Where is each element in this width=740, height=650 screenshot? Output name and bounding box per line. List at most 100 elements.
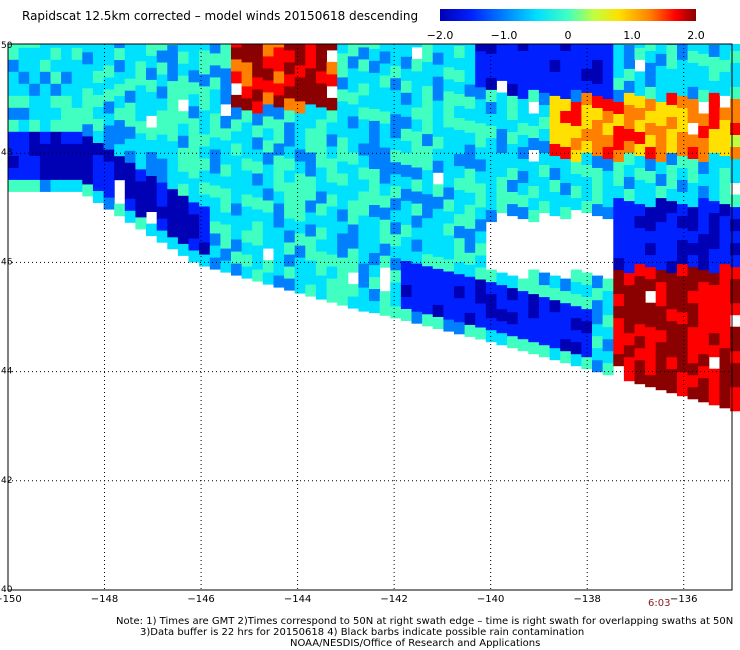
swath-cell bbox=[719, 311, 731, 325]
swath-cell bbox=[719, 143, 731, 156]
swath-cell bbox=[92, 178, 104, 191]
swath-cell bbox=[135, 168, 147, 182]
lon-tick-label: −144 bbox=[284, 594, 311, 605]
swath-cell bbox=[146, 151, 158, 164]
swath-cell bbox=[135, 72, 147, 86]
swath-cell bbox=[496, 308, 508, 322]
swath-cell bbox=[252, 185, 264, 198]
swath-cell bbox=[464, 204, 476, 217]
swath-cell bbox=[698, 329, 710, 343]
swath-cell bbox=[719, 119, 731, 132]
swath-cell bbox=[252, 233, 264, 246]
swath-cell bbox=[507, 131, 519, 144]
swath-cell bbox=[708, 368, 720, 382]
swath-cell bbox=[146, 44, 158, 56]
swath-cell bbox=[634, 323, 646, 337]
swath-cell bbox=[528, 77, 540, 90]
swath-cell bbox=[369, 156, 381, 169]
swath-cell bbox=[294, 269, 306, 282]
swath-cell bbox=[730, 158, 740, 171]
swath-cell bbox=[613, 353, 625, 367]
swath-cell bbox=[623, 68, 635, 81]
swath-cell bbox=[708, 224, 720, 238]
swath-cell bbox=[315, 239, 327, 252]
swath-cell bbox=[475, 315, 487, 328]
swath-cell bbox=[560, 302, 572, 316]
swath-cell bbox=[337, 112, 349, 126]
swath-cell bbox=[645, 254, 657, 268]
swath-cell bbox=[613, 221, 625, 235]
swath-cell bbox=[135, 60, 147, 74]
swath-cell bbox=[730, 50, 740, 63]
swath-cell bbox=[188, 44, 200, 47]
swath-cell bbox=[517, 278, 529, 292]
swath-cell bbox=[475, 50, 487, 64]
swath-cell bbox=[209, 88, 221, 102]
swath-cell bbox=[146, 187, 158, 200]
swath-cell bbox=[538, 320, 550, 334]
swath-cell bbox=[730, 242, 740, 256]
swath-cell bbox=[570, 113, 582, 126]
swath-cell bbox=[730, 206, 740, 220]
swath-cell bbox=[347, 176, 359, 189]
swath-cell bbox=[294, 100, 306, 114]
swath-cell bbox=[517, 110, 529, 123]
swath-cell bbox=[687, 50, 699, 63]
swath-cell bbox=[209, 197, 221, 210]
swath-cell bbox=[188, 177, 200, 191]
swath-cell bbox=[549, 335, 561, 349]
swath-cell bbox=[18, 131, 30, 144]
swath-cell bbox=[146, 175, 158, 188]
swath-cell bbox=[496, 200, 508, 214]
swath-cell bbox=[39, 155, 51, 168]
swath-cell bbox=[655, 233, 667, 247]
swath-cell bbox=[252, 44, 264, 54]
swath-cell bbox=[422, 277, 434, 291]
swath-cell bbox=[347, 115, 359, 129]
swath-cell bbox=[209, 245, 221, 258]
swath-cell bbox=[517, 170, 529, 183]
swath-cell bbox=[209, 112, 221, 126]
swath-cell bbox=[581, 80, 593, 93]
swath-cell bbox=[623, 332, 635, 346]
swath-cell bbox=[262, 164, 274, 177]
swath-cell bbox=[698, 353, 710, 367]
swath-cell bbox=[719, 383, 731, 397]
swath-cell bbox=[82, 75, 94, 89]
swath-cell bbox=[507, 83, 519, 96]
swath-cell bbox=[146, 223, 158, 237]
swath-cell bbox=[273, 70, 285, 84]
swath-cell bbox=[623, 260, 635, 274]
swath-cell bbox=[634, 71, 646, 84]
swath-cell bbox=[18, 119, 30, 132]
swath-cell bbox=[61, 167, 73, 180]
swath-cell bbox=[241, 49, 253, 63]
swath-cell bbox=[432, 52, 444, 65]
swath-cell bbox=[347, 188, 359, 201]
swath-cell bbox=[124, 102, 136, 115]
swath-cell bbox=[464, 120, 476, 133]
swath-cell bbox=[613, 125, 625, 138]
swath-cell bbox=[634, 275, 646, 289]
swath-cell bbox=[262, 224, 274, 237]
swath-cell bbox=[294, 257, 306, 270]
swath-cell bbox=[369, 96, 381, 109]
swath-cell bbox=[623, 200, 635, 214]
swath-cell bbox=[687, 386, 699, 400]
swath-cell bbox=[666, 224, 678, 238]
swath-cell bbox=[284, 146, 296, 159]
swath-cell bbox=[698, 161, 710, 174]
swath-cell bbox=[432, 220, 444, 233]
colorbar-label-pos2: 2.0 bbox=[687, 29, 705, 42]
swath-cell bbox=[315, 251, 327, 264]
swath-cell bbox=[188, 141, 200, 155]
swath-cell bbox=[528, 53, 540, 66]
swath-cell bbox=[677, 59, 689, 72]
swath-cell bbox=[538, 152, 550, 165]
note-line-3: NOAA/NESDIS/Office of Research and Appli… bbox=[290, 638, 541, 649]
swath-cell bbox=[284, 121, 296, 135]
swath-cell bbox=[337, 44, 349, 54]
swath-cell bbox=[124, 198, 136, 211]
swath-cell bbox=[443, 199, 455, 212]
swath-cell bbox=[687, 254, 699, 268]
